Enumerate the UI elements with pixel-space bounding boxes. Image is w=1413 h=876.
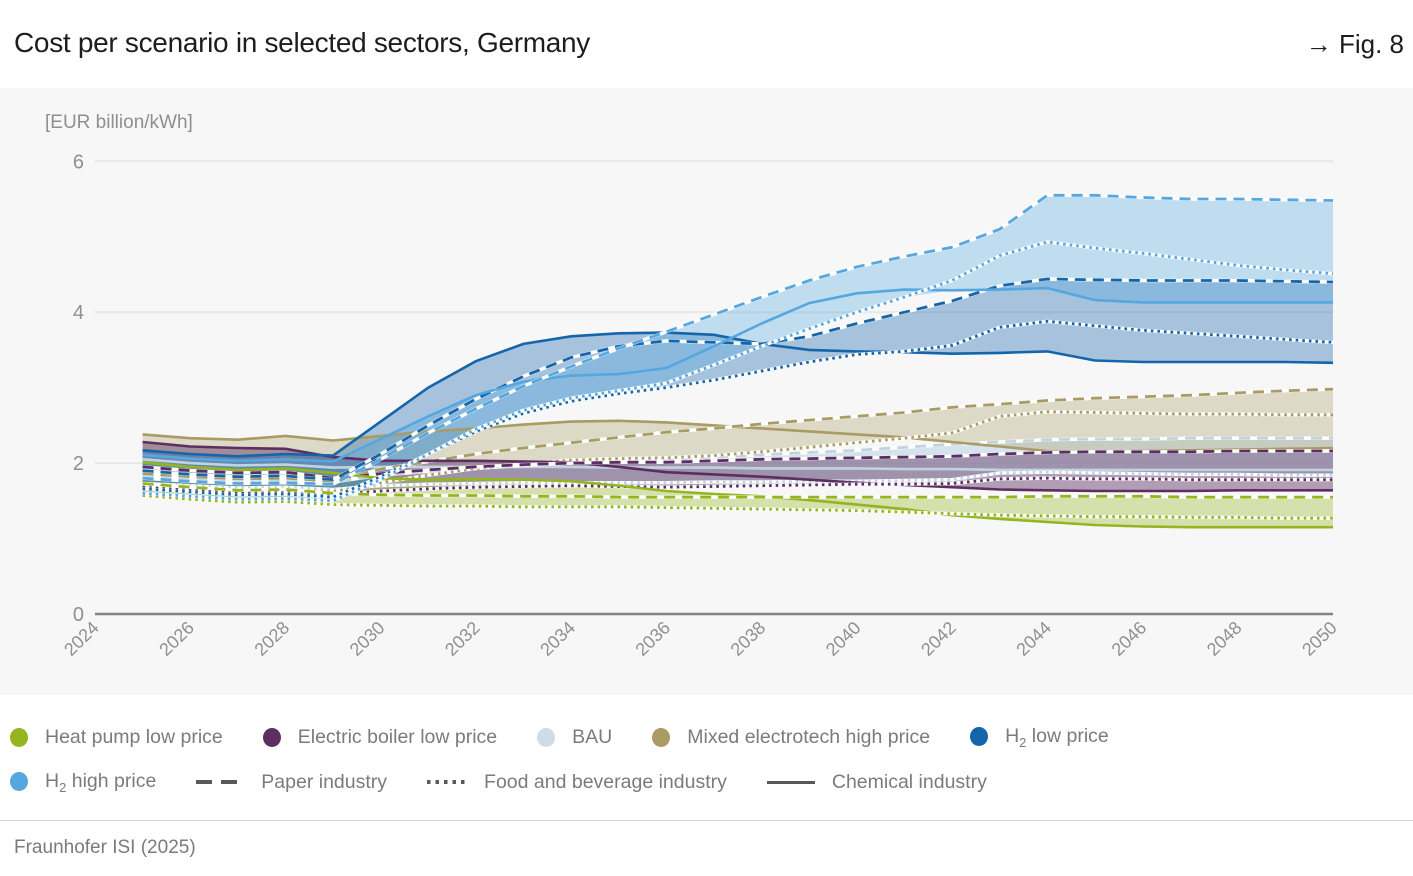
svg-text:2034: 2034 xyxy=(536,617,579,659)
legend-dot-icon xyxy=(10,772,28,792)
legend-item-h2_low: H2 low price xyxy=(970,724,1109,750)
legend-item-label: Electric boiler low price xyxy=(297,725,498,748)
legend-item-label: Heat pump low price xyxy=(45,725,223,748)
header: Cost per scenario in selected sectors, G… xyxy=(0,0,1413,88)
svg-text:2042: 2042 xyxy=(917,617,960,659)
legend-linestyle-icon xyxy=(427,780,468,784)
chart-area: 0 2 4 6 2024 2026 2028 2030 2032 2034 2036 2038 2040… xyxy=(0,88,1413,695)
legend-row: Heat pump low price Electric boiler low p… xyxy=(0,722,1413,752)
legend: Heat pump low price Electric boiler low p… xyxy=(0,722,1413,812)
legend-dot-icon xyxy=(537,727,556,747)
legend-item-h2_high: H2 high price xyxy=(10,769,157,795)
svg-text:4: 4 xyxy=(73,302,84,324)
legend-linestyle-icon xyxy=(766,780,815,784)
legend-dot-icon xyxy=(970,727,989,747)
legend-item-heat_pump: Heat pump low price xyxy=(10,726,223,749)
svg-text:2024: 2024 xyxy=(60,617,103,659)
legend-item-chemical-industry: Chemical industry xyxy=(766,770,987,794)
legend-dot-icon xyxy=(10,727,28,747)
legend-row: H2 high price Paper industry Food and beve… xyxy=(0,767,1413,797)
legend-item-label: H2 low price xyxy=(1005,724,1109,750)
legend-item-label: BAU xyxy=(572,725,613,748)
legend-item-label: Chemical industry xyxy=(831,770,987,793)
legend-dot-icon xyxy=(262,727,281,747)
footer-source: Fraunhofer ISI (2025) xyxy=(14,837,196,858)
legend-item-food-and-beverage-industry: Food and beverage industry xyxy=(427,771,727,794)
legend-item-paper-industry: Paper industry xyxy=(196,771,387,794)
footer-divider xyxy=(0,820,1413,821)
legend-item-label: Paper industry xyxy=(261,770,388,793)
svg-text:2050: 2050 xyxy=(1298,617,1341,659)
svg-text:2040: 2040 xyxy=(822,617,865,659)
legend-item-bau: BAU xyxy=(537,726,612,749)
svg-text:2038: 2038 xyxy=(727,617,770,659)
svg-text:2026: 2026 xyxy=(155,617,198,659)
svg-text:6: 6 xyxy=(73,151,84,173)
chart-svg: 0 2 4 6 2024 2026 2028 2030 2032 2034 2036 2038 2040… xyxy=(60,151,1341,659)
legend-linestyle-icon xyxy=(196,780,245,784)
svg-text:2048: 2048 xyxy=(1203,617,1246,659)
figure-number-label: → Fig. 8 xyxy=(1305,29,1404,59)
svg-text:2: 2 xyxy=(73,453,84,475)
svg-text:2030: 2030 xyxy=(346,617,389,659)
svg-text:0: 0 xyxy=(73,604,84,626)
legend-dot-icon xyxy=(652,727,671,747)
legend-item-electric_boiler: Electric boiler low price xyxy=(262,725,498,749)
legend-item-label: Mixed electrotech high price xyxy=(687,725,931,748)
svg-text:2032: 2032 xyxy=(441,617,484,659)
svg-text:2028: 2028 xyxy=(251,617,294,659)
legend-item-label: Food and beverage industry xyxy=(484,770,727,793)
y-axis-unit-label: [EUR billion/kWh] xyxy=(45,112,193,133)
svg-text:2036: 2036 xyxy=(631,617,674,659)
legend-item-label: H2 high price xyxy=(45,769,157,795)
svg-text:2044: 2044 xyxy=(1012,617,1055,659)
legend-item-mixed_electrotech: Mixed electrotech high price xyxy=(652,726,930,749)
page-title: Cost per scenario in selected sectors, G… xyxy=(14,27,591,58)
svg-text:2046: 2046 xyxy=(1108,617,1151,659)
